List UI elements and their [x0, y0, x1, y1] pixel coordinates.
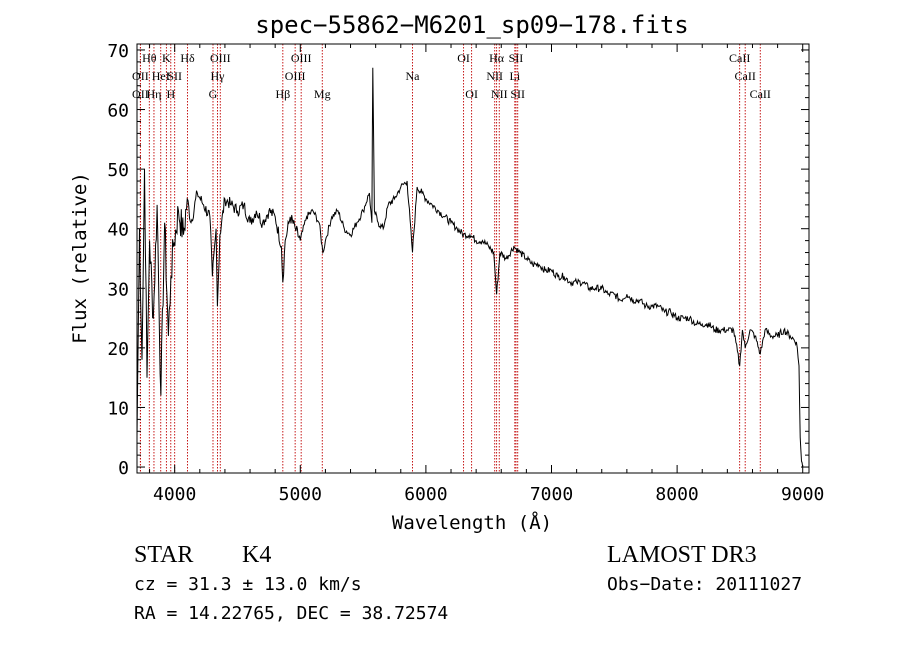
y-axis-label: Flux (relative): [69, 172, 91, 344]
spectral-line-label-7: SII: [167, 69, 182, 83]
y-tick-label-5: 50: [107, 160, 129, 181]
spectral-line-label-22: SII: [509, 51, 524, 65]
spectral-line-label-10: Hγ: [211, 69, 226, 83]
spectral-line-label-27: CaII: [750, 87, 771, 101]
x-axis-ticks: 4000 5000 6000 7000 8000 9000: [149, 44, 824, 505]
spectral-line-label-2: OII: [132, 87, 149, 101]
spectral-line-label-19: NII: [486, 69, 503, 83]
object-subclass: K4: [242, 542, 271, 568]
y-tick-label-7: 70: [107, 41, 129, 62]
x-tick-label-4: 8000: [655, 484, 698, 505]
spectral-line-label-8: Hδ: [180, 51, 195, 65]
spectral-line-label-14: OIII: [291, 51, 312, 65]
spectral-line-label-0: OII: [132, 69, 149, 83]
spectral-line-label-15: Mg: [314, 87, 331, 101]
spectral-line-label-5: K: [162, 51, 171, 65]
x-tick-label-0: 4000: [153, 484, 196, 505]
chart-title: spec−55862−M6201_sp09−178.fits: [255, 11, 688, 39]
x-tick-label-1: 5000: [279, 484, 322, 505]
spectral-line-label-17: OI: [457, 51, 470, 65]
spectral-line-markers: [139, 44, 761, 473]
spectral-line-label-24: SII: [510, 87, 525, 101]
y-axis-ticks: 0 10 20 30 40 50 60 70: [107, 41, 809, 479]
object-class: STAR: [134, 542, 193, 568]
survey-name: LAMOST DR3: [607, 542, 757, 568]
x-tick-label-5: 9000: [781, 484, 824, 505]
x-tick-label-3: 7000: [530, 484, 573, 505]
coordinates-text: RA = 14.22765, DEC = 38.72574: [134, 603, 448, 624]
y-tick-label-4: 40: [107, 220, 129, 241]
spectral-line-label-9: OIII: [210, 51, 231, 65]
obs-date-text: Obs−Date: 20111027: [607, 574, 802, 595]
y-tick-label-1: 10: [107, 398, 129, 419]
x-tick-label-2: 6000: [404, 484, 447, 505]
x-axis-label: Wavelength (Å): [392, 511, 552, 534]
y-tick-label-6: 60: [107, 101, 129, 122]
redshift-text: cz = 31.3 ± 13.0 km/s: [134, 574, 362, 595]
spectral-line-label-20: Hα: [489, 51, 505, 65]
spectral-line-label-21: NII: [491, 87, 508, 101]
spectrum-line-0: [136, 67, 804, 468]
plot-frame: [136, 43, 810, 474]
spectral-line-label-13: OIII: [285, 69, 306, 83]
spectral-line-label-3: Hη: [146, 87, 161, 101]
spectral-line-label-4: HeI: [152, 69, 170, 83]
spectral-line-label-26: CaII: [735, 69, 756, 83]
spectrum-series: [136, 67, 804, 468]
y-tick-label-2: 20: [107, 339, 129, 360]
spectral-line-label-16: Na: [405, 69, 420, 83]
spectral-line-label-12: Hβ: [275, 87, 290, 101]
spectral-line-label-25: CaII: [729, 51, 750, 65]
y-tick-label-0: 0: [118, 458, 129, 479]
spectral-line-label-23: Li: [509, 69, 520, 83]
y-tick-label-3: 30: [107, 279, 129, 300]
spectral-line-label-11: G: [209, 87, 218, 101]
spectral-line-label-1: Hθ: [142, 51, 157, 65]
spectral-line-label-18: OI: [465, 87, 478, 101]
spectral-line-label-6: H: [166, 87, 175, 101]
